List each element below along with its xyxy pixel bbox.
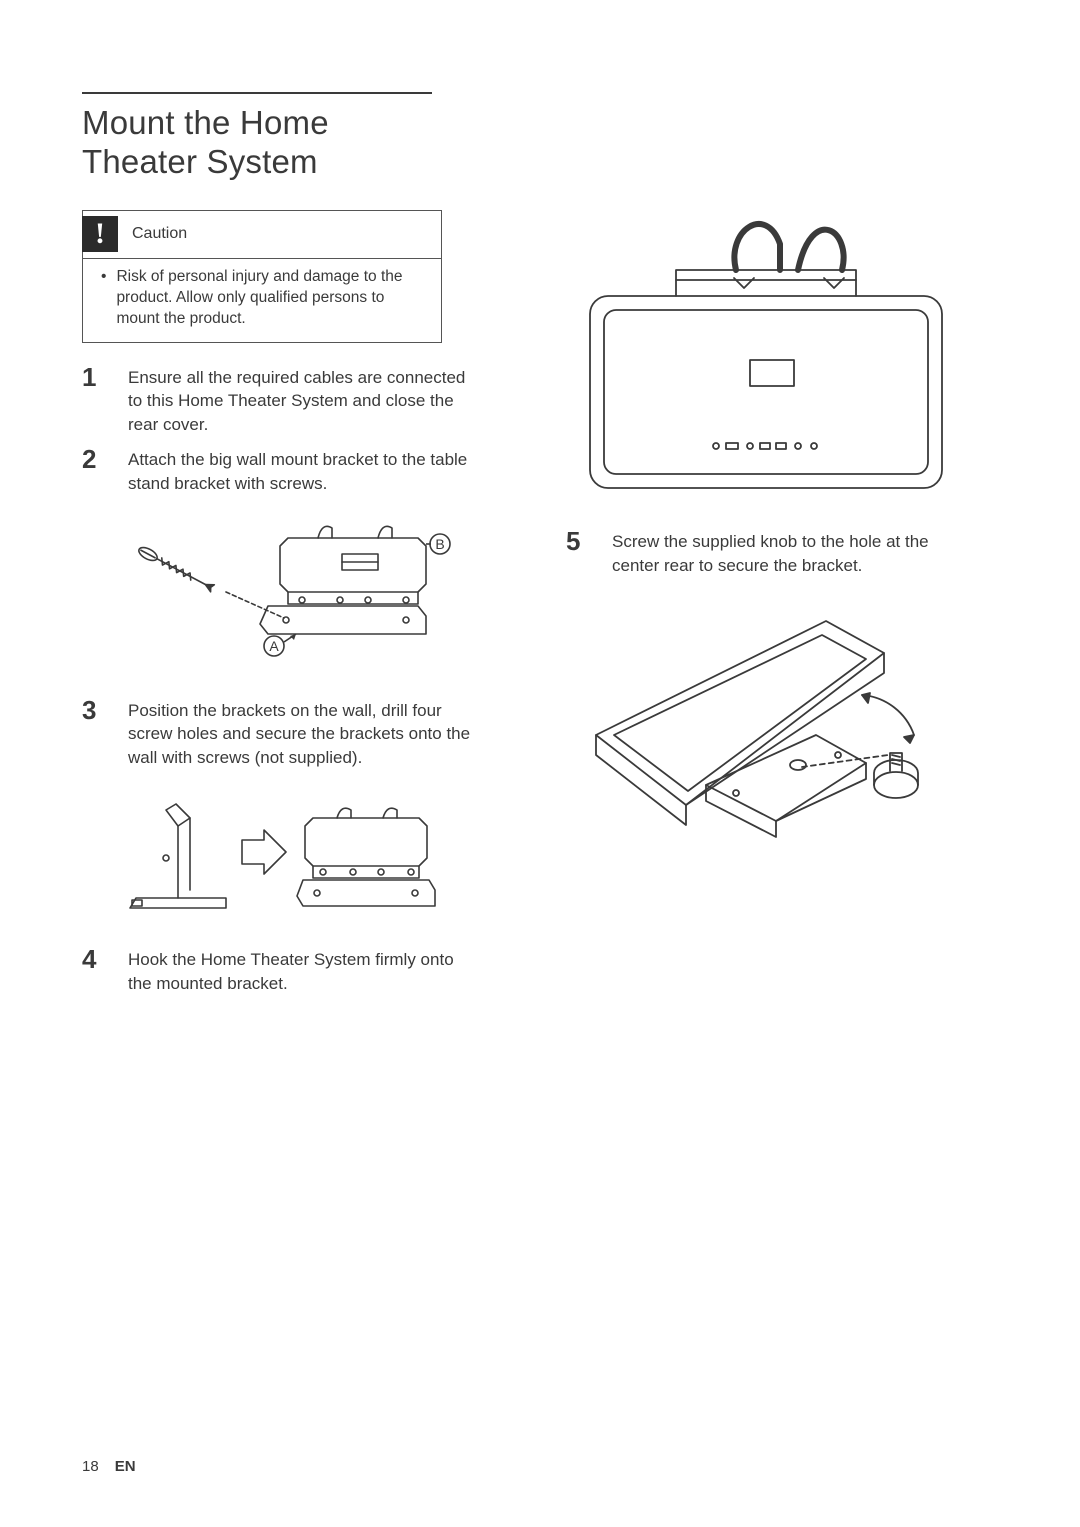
callout-a: A: [269, 638, 279, 654]
step-text: Hook the Home Theater System firmly onto…: [128, 945, 472, 996]
right-column: 5 Screw the supplied knob to the hole at…: [566, 210, 994, 1004]
step-text: Position the brackets on the wall, drill…: [128, 696, 472, 770]
callout-b: B: [435, 536, 444, 552]
page-number: 18: [82, 1458, 99, 1475]
step-text: Screw the supplied knob to the hole at t…: [612, 527, 966, 578]
step-number: 5: [566, 527, 594, 578]
step-1: 1 Ensure all the required cables are con…: [82, 363, 472, 437]
step-number: 4: [82, 945, 110, 996]
caution-label: Caution: [132, 225, 187, 243]
caution-text: Risk of personal injury and damage to th…: [116, 267, 423, 330]
page-title: Mount the Home Theater System: [82, 104, 442, 182]
bracket-assembly-illustration: B A: [118, 514, 458, 674]
step-3: 3 Position the brackets on the wall, dri…: [82, 696, 472, 770]
bullet-icon: •: [101, 267, 106, 330]
page-language: EN: [115, 1458, 136, 1475]
left-column: ! Caution • Risk of personal injury and …: [82, 210, 510, 1004]
step-text: Ensure all the required cables are conne…: [128, 363, 472, 437]
steps-left: 1 Ensure all the required cables are con…: [82, 363, 510, 996]
columns: ! Caution • Risk of personal injury and …: [82, 210, 998, 1004]
page-footer: 18 EN: [82, 1458, 136, 1475]
step-2: 2 Attach the big wall mount bracket to t…: [82, 445, 472, 496]
step-5: 5 Screw the supplied knob to the hole at…: [566, 527, 966, 578]
secure-knob-illustration: [566, 595, 966, 855]
stand-to-wall-illustration: [118, 788, 438, 923]
step-number: 2: [82, 445, 110, 496]
step-number: 1: [82, 363, 110, 437]
caution-body: • Risk of personal injury and damage to …: [83, 259, 441, 342]
step-text: Attach the big wall mount bracket to the…: [128, 445, 472, 496]
figure-step-2: B A: [118, 514, 510, 674]
caution-icon: !: [82, 216, 118, 252]
hook-product-illustration: [566, 210, 966, 505]
step-number: 3: [82, 696, 110, 770]
step-4: 4 Hook the Home Theater System firmly on…: [82, 945, 472, 996]
title-rule: [82, 92, 432, 94]
caution-header: ! Caution: [83, 211, 441, 258]
figure-step-4: [566, 210, 994, 505]
caution-box: ! Caution • Risk of personal injury and …: [82, 210, 442, 343]
figure-step-3: [118, 788, 510, 923]
page: Mount the Home Theater System ! Caution …: [82, 92, 998, 1004]
figure-step-5: [566, 595, 994, 855]
